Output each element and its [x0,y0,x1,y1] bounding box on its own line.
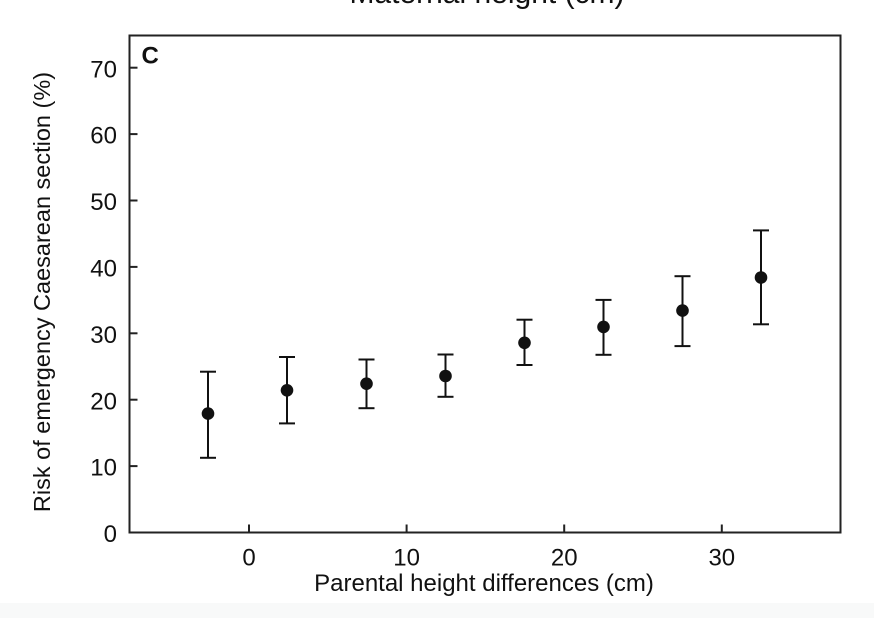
svg-text:40: 40 [90,256,117,283]
svg-text:60: 60 [90,123,117,150]
svg-text:10: 10 [393,545,420,572]
svg-text:Maternal height (cm): Maternal height (cm) [349,0,624,10]
svg-text:70: 70 [90,56,117,83]
svg-text:50: 50 [90,189,117,216]
svg-text:30: 30 [90,322,117,349]
svg-text:C: C [142,43,159,70]
svg-text:20: 20 [551,545,578,572]
svg-text:0: 0 [242,545,255,572]
svg-text:0: 0 [104,521,117,548]
svg-text:30: 30 [708,545,735,572]
svg-text:20: 20 [90,388,117,415]
svg-text:Risk of emergency Caesarean se: Risk of emergency Caesarean section (%) [29,72,55,512]
svg-text:Parental height differences (c: Parental height differences (cm) [314,570,654,597]
svg-text:10: 10 [90,455,117,482]
